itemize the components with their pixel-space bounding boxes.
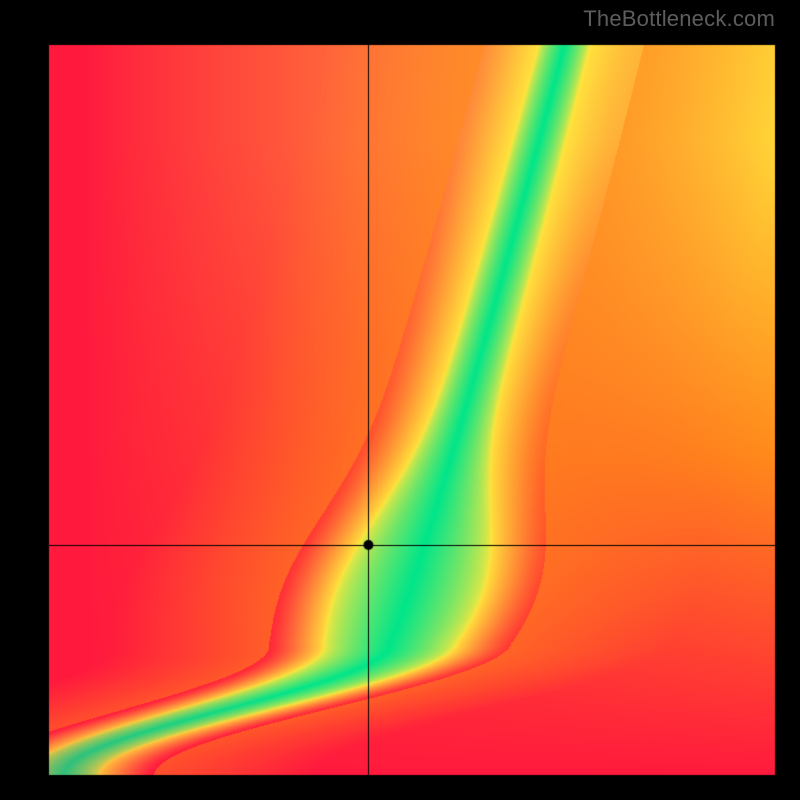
watermark-text: TheBottleneck.com xyxy=(583,6,775,32)
bottleneck-heatmap xyxy=(0,0,800,800)
